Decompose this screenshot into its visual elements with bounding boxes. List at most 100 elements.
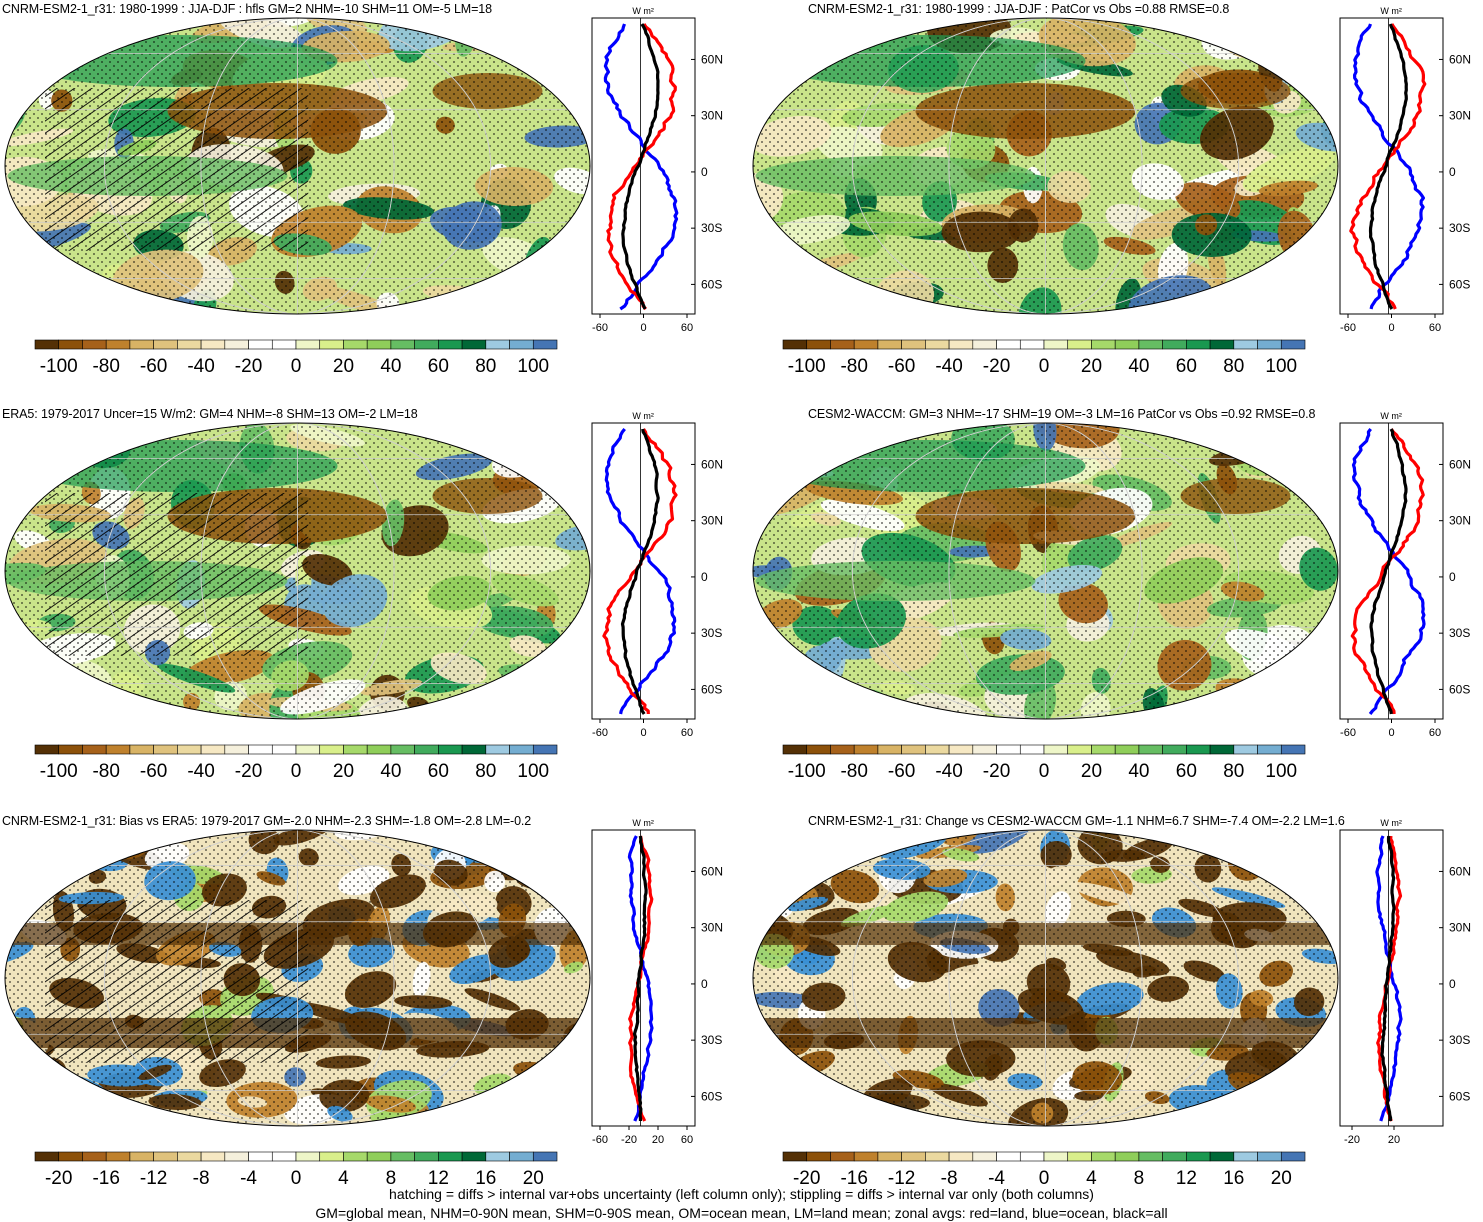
- zonal-tick-label: 0: [640, 727, 646, 739]
- latitude-label: 60N: [1449, 52, 1471, 66]
- colorbar-swatch: [1281, 1152, 1305, 1161]
- footer-means-note: GM=global mean, NHM=0-90N mean, SHM=0-90…: [0, 1205, 1483, 1222]
- latitude-label: 0: [701, 165, 708, 179]
- footer-hatching-note: hatching = diffs > internal var+obs unce…: [0, 1186, 1483, 1203]
- colorbar-label: -100: [40, 356, 78, 377]
- colorbar-swatch: [1210, 340, 1234, 349]
- map-panel-5: CNRM-ESM2-1_r31: Bias vs ERA5: 1979-2017…: [0, 812, 735, 1212]
- colorbar-swatch: [949, 1152, 973, 1161]
- latitude-label: 30N: [701, 921, 723, 935]
- colorbar-swatch: [925, 745, 949, 754]
- colorbar-swatch: [130, 745, 154, 754]
- zonal-tick-label: 20: [652, 1134, 664, 1146]
- colorbar-swatch: [486, 745, 510, 754]
- colorbar-swatch: [510, 340, 534, 349]
- colorbar-swatch: [35, 1152, 59, 1161]
- colorbar-swatch: [1258, 745, 1282, 754]
- colorbar-swatch: [1091, 745, 1115, 754]
- zonal-unit-label: W m²: [1380, 411, 1402, 421]
- colorbar-label: 0: [1039, 761, 1050, 782]
- latitude-label: 60N: [701, 864, 723, 878]
- colorbar-swatch: [272, 745, 296, 754]
- zonal-unit-label: W m²: [632, 6, 654, 16]
- colorbar-swatch: [367, 1152, 391, 1161]
- colorbar-swatch: [1068, 1152, 1092, 1161]
- colorbar-swatch: [1091, 1152, 1115, 1161]
- zonal-unit-label: W m²: [632, 411, 654, 421]
- map-field: [748, 812, 1363, 1146]
- colorbar-swatch: [1115, 1152, 1139, 1161]
- colorbar-swatch: [1044, 745, 1068, 754]
- zonal-unit-label: W m²: [1380, 6, 1402, 16]
- zonal-tick-label: 60: [681, 727, 693, 739]
- colorbar-label: 100: [517, 356, 549, 377]
- colorbar-swatch: [462, 745, 486, 754]
- latitude-label: 60N: [1449, 864, 1471, 878]
- colorbar-swatch: [1281, 340, 1305, 349]
- latitude-label: 60S: [701, 277, 722, 291]
- colorbar-label: 40: [1128, 761, 1149, 782]
- colorbar-label: 40: [380, 761, 401, 782]
- zonal-tick-label: 20: [1388, 1134, 1400, 1146]
- colorbar-label: 60: [1176, 356, 1197, 377]
- colorbar-swatch: [154, 340, 178, 349]
- colorbar-swatch: [878, 340, 902, 349]
- zonal-tick-label: 60: [1429, 727, 1441, 739]
- latitude-label: 60S: [1449, 682, 1470, 696]
- colorbar-swatch: [949, 340, 973, 349]
- colorbar-swatch: [486, 340, 510, 349]
- colorbar-label: -100: [788, 761, 826, 782]
- latitude-label: 60N: [701, 52, 723, 66]
- colorbar-swatch: [130, 340, 154, 349]
- colorbar-swatch: [343, 745, 367, 754]
- colorbar-swatch: [177, 340, 201, 349]
- colorbar-label: 0: [1039, 356, 1050, 377]
- colorbar-label: 80: [1223, 356, 1244, 377]
- colorbar-label: 60: [428, 761, 449, 782]
- colorbar-swatch: [1281, 745, 1305, 754]
- latitude-label: 30S: [1449, 626, 1470, 640]
- map-field: [0, 816, 616, 1148]
- colorbar-label: 40: [1128, 356, 1149, 377]
- colorbar-swatch: [391, 1152, 415, 1161]
- colorbar-label: 100: [517, 761, 549, 782]
- colorbar-swatch: [1210, 1152, 1234, 1161]
- colorbar-swatch: [997, 1152, 1021, 1161]
- colorbar-label: -60: [888, 356, 915, 377]
- colorbar-swatch: [391, 745, 415, 754]
- zonal-tick-label: -20: [1344, 1134, 1360, 1146]
- latitude-label: 60S: [1449, 1089, 1470, 1103]
- colorbar-swatch: [462, 340, 486, 349]
- colorbar-label: -80: [840, 761, 867, 782]
- colorbar-swatch: [783, 340, 807, 349]
- colorbar-swatch: [510, 1152, 534, 1161]
- colorbar-swatch: [225, 745, 249, 754]
- colorbar-swatch: [1186, 745, 1210, 754]
- colorbar-swatch: [438, 745, 462, 754]
- colorbar-label: -60: [140, 761, 167, 782]
- colorbar-label: 20: [333, 356, 354, 377]
- latitude-label: 60S: [701, 1089, 722, 1103]
- zonal-tick-label: 60: [681, 322, 693, 334]
- colorbar-label: -100: [788, 356, 826, 377]
- colorbar-swatch: [1091, 340, 1115, 349]
- colorbar-swatch: [343, 1152, 367, 1161]
- colorbar-label: 60: [1176, 761, 1197, 782]
- map-field: [748, 0, 1361, 346]
- colorbar-swatch: [177, 1152, 201, 1161]
- colorbar-swatch: [1020, 1152, 1044, 1161]
- latitude-label: 30N: [701, 109, 723, 123]
- colorbar-label: 0: [291, 761, 302, 782]
- colorbar-label: 100: [1265, 761, 1297, 782]
- colorbar-swatch: [1258, 1152, 1282, 1161]
- colorbar-swatch: [1234, 745, 1258, 754]
- colorbar-label: -40: [187, 761, 214, 782]
- colorbar-swatch: [807, 745, 831, 754]
- colorbar-swatch: [1139, 1152, 1163, 1161]
